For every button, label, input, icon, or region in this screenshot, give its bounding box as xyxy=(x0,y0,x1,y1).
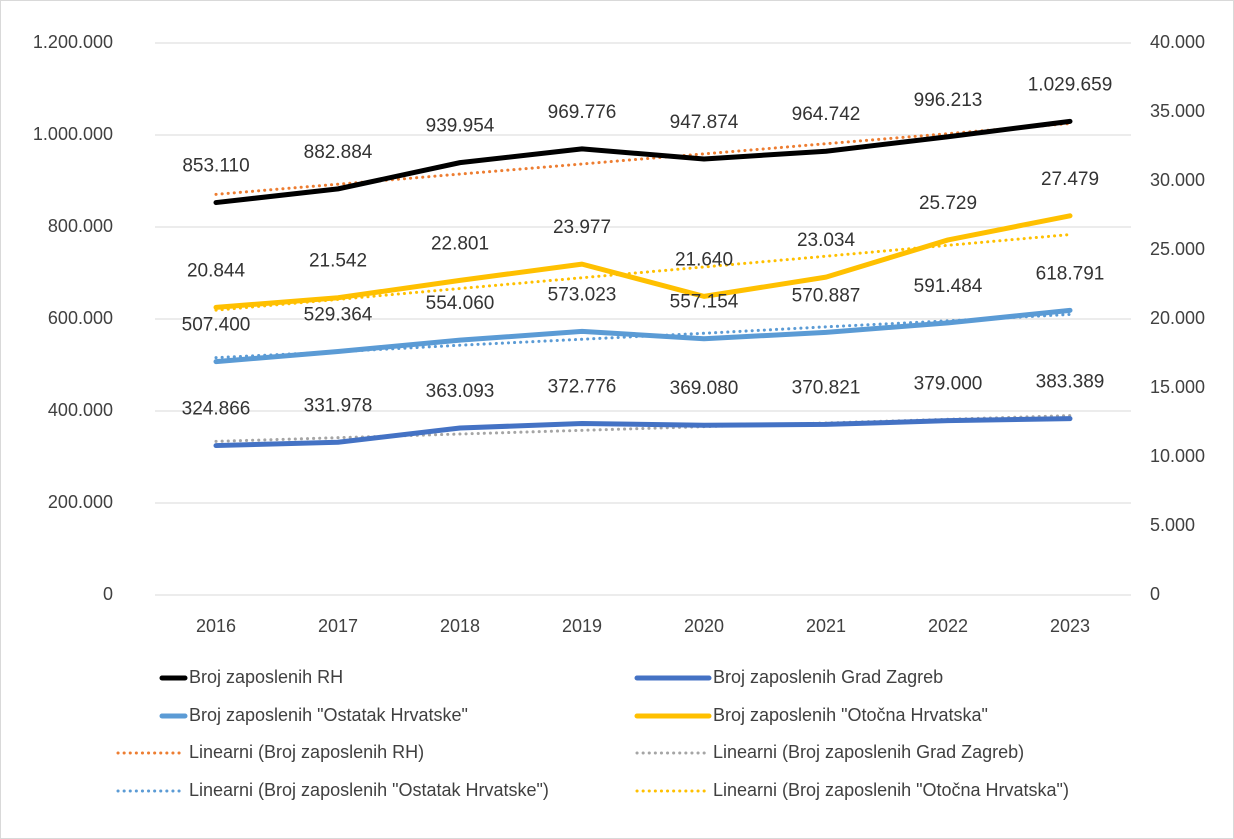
data-label: 21.640 xyxy=(675,249,733,270)
data-label: 363.093 xyxy=(426,381,495,402)
data-label: 507.400 xyxy=(182,315,251,336)
trend-line xyxy=(214,414,1072,443)
y-tick-label: 200.000 xyxy=(48,492,113,512)
y-tick-label: 800.000 xyxy=(48,216,113,236)
x-tick-label: 2022 xyxy=(928,616,968,636)
data-label: 369.080 xyxy=(670,378,739,399)
x-tick-label: 2016 xyxy=(196,616,236,636)
data-label: 591.484 xyxy=(914,276,983,297)
data-label: 22.801 xyxy=(431,233,489,254)
y2-tick-label: 30.000 xyxy=(1150,170,1205,190)
y-tick-label: 1.200.000 xyxy=(33,32,113,52)
legend-label: Broj zaposlenih RH xyxy=(189,667,343,687)
data-label: 996.213 xyxy=(914,90,983,111)
data-label: 27.479 xyxy=(1041,169,1099,190)
y-tick-label: 600.000 xyxy=(48,308,113,328)
data-label: 947.874 xyxy=(670,112,739,133)
y2-tick-label: 35.000 xyxy=(1150,101,1205,121)
y2-tick-label: 40.000 xyxy=(1150,32,1205,52)
data-label: 372.776 xyxy=(548,377,617,398)
x-tick-label: 2019 xyxy=(562,616,602,636)
data-label: 25.729 xyxy=(919,193,977,214)
data-label: 618.791 xyxy=(1036,263,1105,284)
data-label: 853.110 xyxy=(182,156,249,177)
x-tick-label: 2017 xyxy=(318,616,358,636)
x-tick-label: 2023 xyxy=(1050,616,1090,636)
legend-label: Broj zaposlenih "Otočna Hrvatska" xyxy=(713,705,988,725)
series-line xyxy=(213,416,1073,449)
data-label: 379.000 xyxy=(914,374,983,395)
data-label: 1.029.659 xyxy=(1028,74,1113,95)
y-tick-label: 400.000 xyxy=(48,400,113,420)
data-label: 23.034 xyxy=(797,230,856,251)
data-label: 570.887 xyxy=(792,285,861,306)
data-label: 554.060 xyxy=(426,293,495,314)
data-label: 331.978 xyxy=(304,395,373,416)
series-line xyxy=(213,118,1073,206)
data-label: 882.884 xyxy=(304,142,373,163)
legend-label: Broj zaposlenih Grad Zagreb xyxy=(713,667,943,687)
x-tick-label: 2018 xyxy=(440,616,480,636)
data-label: 964.742 xyxy=(792,104,861,125)
x-tick-label: 2020 xyxy=(684,616,724,636)
series-line xyxy=(213,307,1073,365)
y2-tick-label: 15.000 xyxy=(1150,377,1205,397)
x-tick-label: 2021 xyxy=(806,616,846,636)
legend-label: Linearni (Broj zaposlenih "Ostatak Hrvat… xyxy=(189,780,549,800)
y-tick-label: 1.000.000 xyxy=(33,124,113,144)
data-label: 20.844 xyxy=(187,260,246,281)
legend-label: Linearni (Broj zaposlenih "Otočna Hrvats… xyxy=(713,780,1069,800)
y-tick-label: 0 xyxy=(103,584,113,604)
y2-tick-label: 20.000 xyxy=(1150,308,1205,328)
legend-label: Linearni (Broj zaposlenih RH) xyxy=(189,742,424,762)
data-label: 939.954 xyxy=(426,116,495,137)
data-label: 529.364 xyxy=(304,305,373,326)
legend-label: Linearni (Broj zaposlenih Grad Zagreb) xyxy=(713,742,1024,762)
data-label: 23.977 xyxy=(553,217,611,238)
y2-tick-label: 0 xyxy=(1150,584,1160,604)
data-label: 557.154 xyxy=(670,292,739,313)
data-label: 21.542 xyxy=(309,251,367,272)
y2-tick-label: 5.000 xyxy=(1150,515,1195,535)
data-label: 324.866 xyxy=(182,399,251,420)
y2-tick-label: 10.000 xyxy=(1150,446,1205,466)
data-label: 383.389 xyxy=(1036,372,1105,393)
trend-line xyxy=(214,122,1072,196)
data-label: 573.023 xyxy=(548,284,617,305)
data-label: 969.776 xyxy=(548,102,617,123)
legend-label: Broj zaposlenih "Ostatak Hrvatske" xyxy=(189,705,468,725)
series-line xyxy=(213,213,1073,310)
y2-tick-label: 25.000 xyxy=(1150,239,1205,259)
data-label: 370.821 xyxy=(792,377,861,398)
